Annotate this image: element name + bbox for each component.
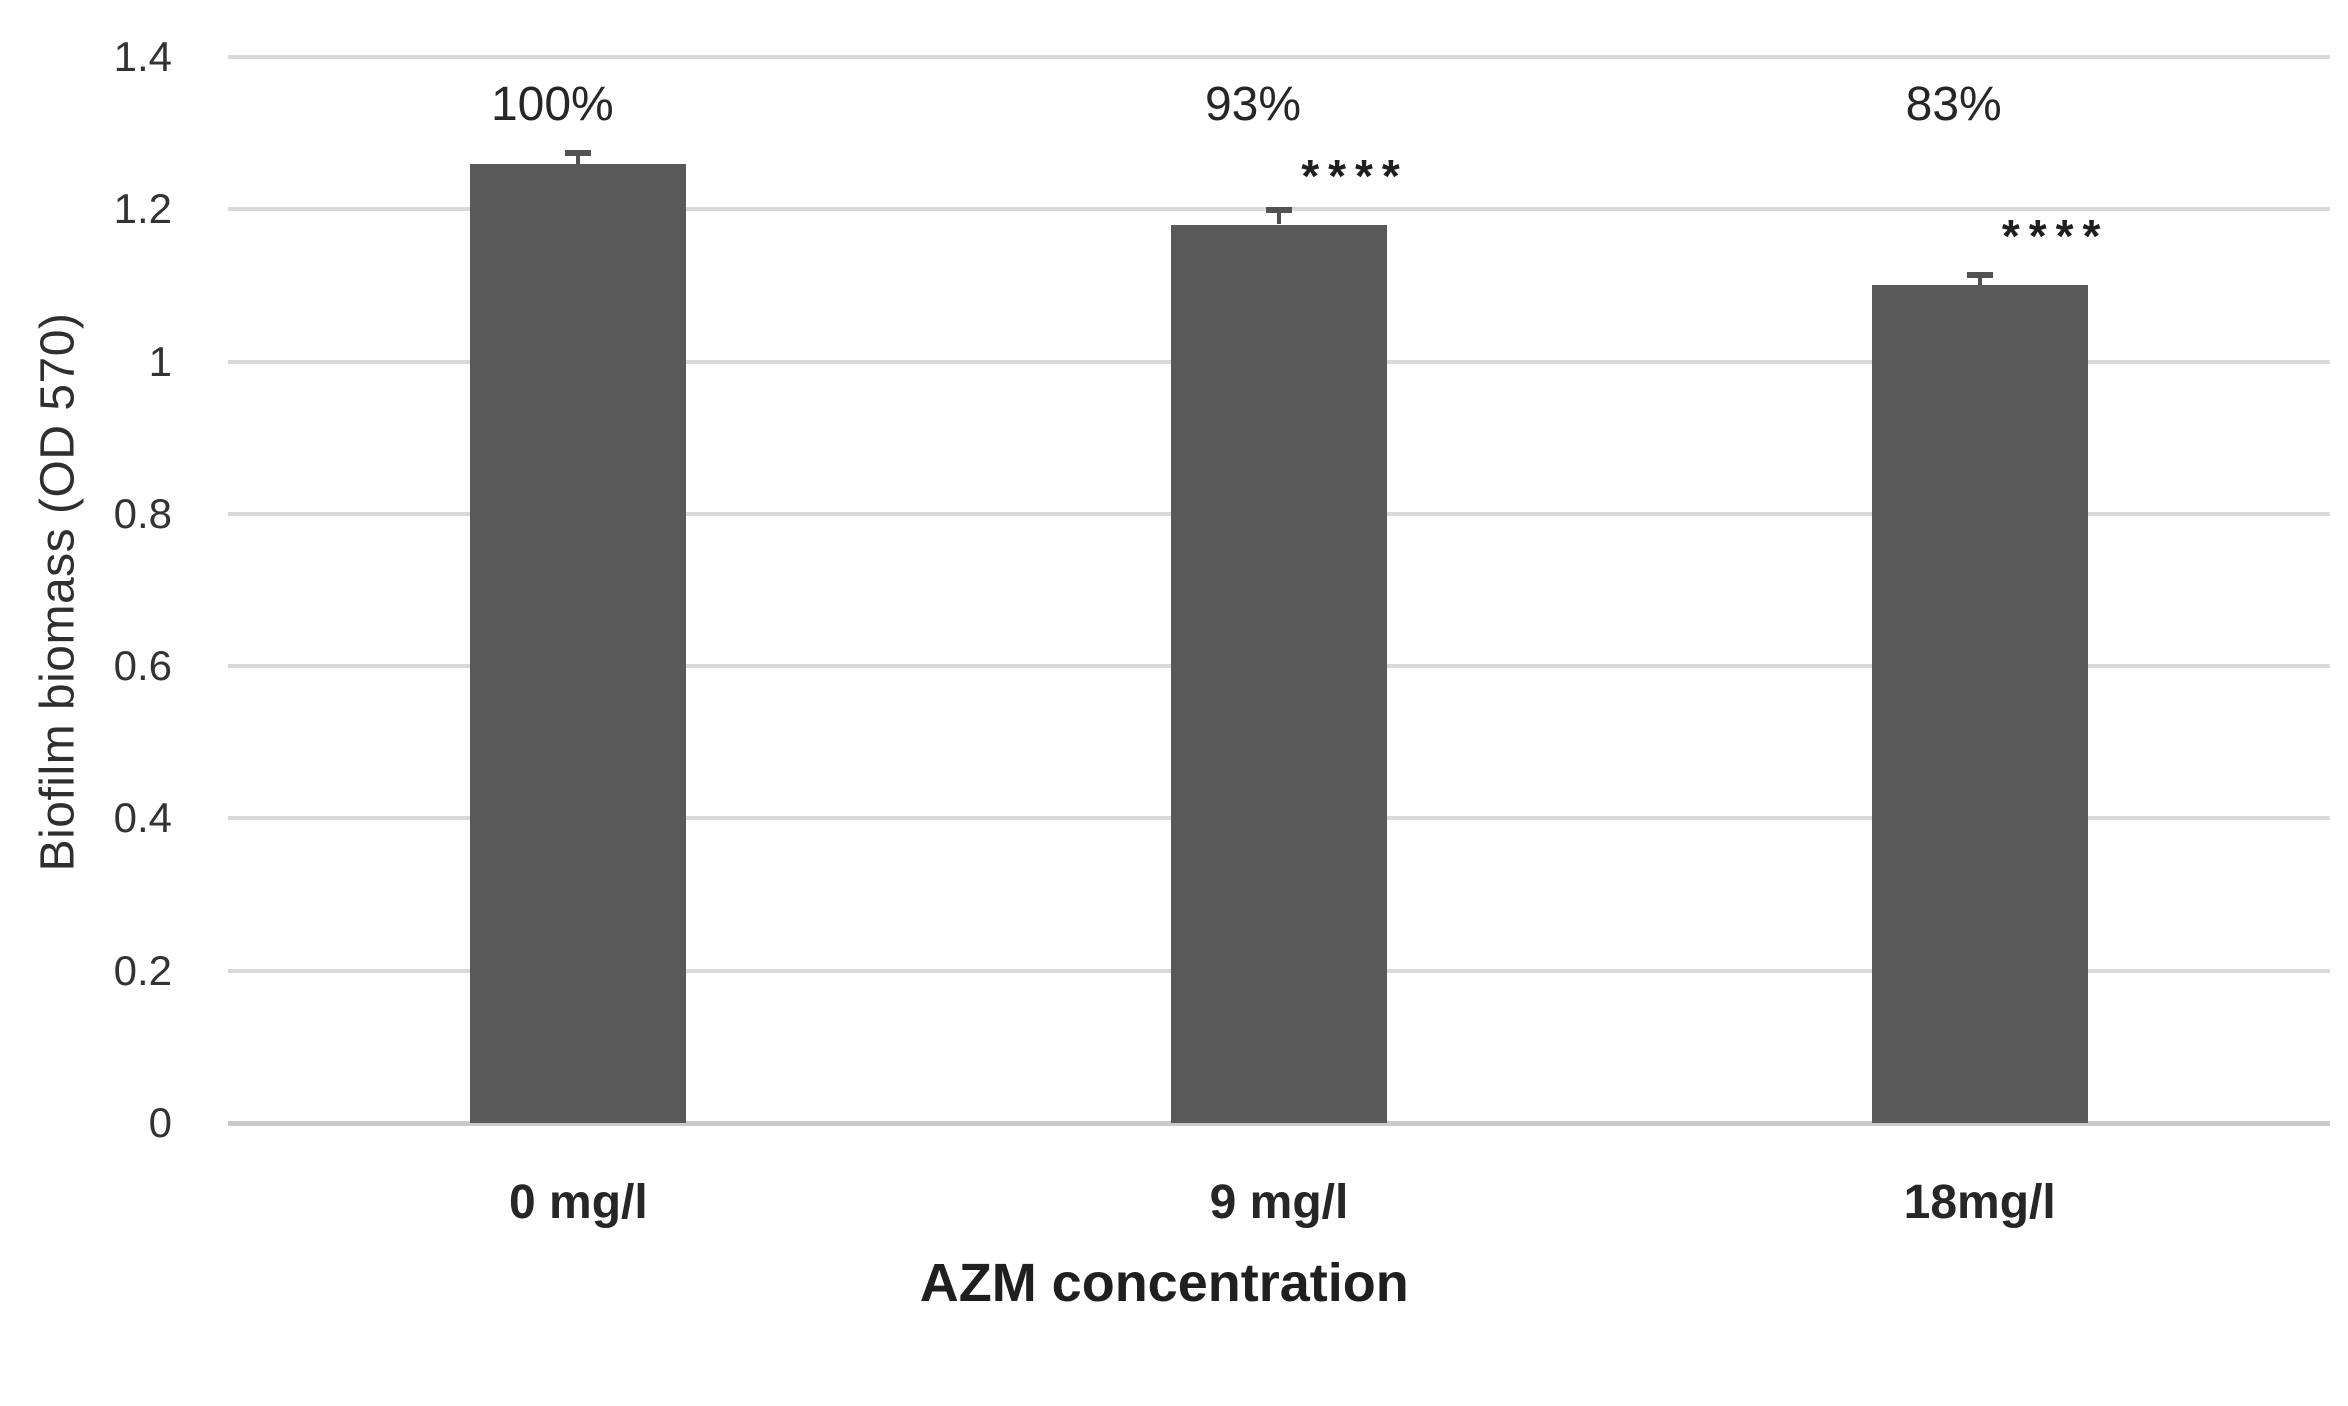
x-category-label: 0 mg/l	[508, 1176, 648, 1229]
significance-stars: ****	[2001, 210, 2110, 263]
significance-stars: ****	[1301, 149, 1409, 202]
x-category-label: 18mg/l	[1903, 1176, 2056, 1229]
bar-percent-label: 93%	[1204, 78, 1302, 131]
bar	[470, 163, 687, 1123]
y-tick-label: 1.2	[113, 185, 172, 233]
bar	[1171, 224, 1387, 1123]
gridline	[228, 55, 2330, 59]
y-tick-label: 1	[148, 337, 172, 385]
y-tick-label: 0.8	[113, 489, 172, 537]
plot-area: 100% 0 mg/l 93% **** 9 mg/l 83% **** 18mg/l	[228, 55, 2330, 1229]
error-bar-stem	[1277, 213, 1281, 225]
error-bar-stem	[1977, 277, 1982, 286]
bar-percent-label: 100%	[490, 78, 614, 131]
x-axis-title: AZM concentration	[919, 1253, 1409, 1313]
y-tick-label: 1.4	[113, 33, 172, 80]
y-tick-label: 0	[148, 1099, 172, 1146]
y-tick-label: 0.6	[113, 642, 172, 690]
error-bar-cap	[565, 149, 592, 156]
y-tick-label: 0.2	[113, 946, 172, 994]
x-category-label: 9 mg/l	[1209, 1176, 1349, 1229]
error-bar-stem	[576, 155, 581, 164]
x-axis-baseline	[228, 1121, 2330, 1126]
y-tick-label: 0.4	[113, 794, 172, 842]
error-bar-cap	[1966, 271, 1993, 278]
y-axis-tick-labels: 0 0.2 0.4 0.6 0.8 1 1.2 1.4	[0, 33, 172, 1146]
error-bar-cap	[1266, 207, 1292, 214]
bar-percent-label: 83%	[1905, 78, 2002, 131]
bar	[1871, 285, 2088, 1123]
